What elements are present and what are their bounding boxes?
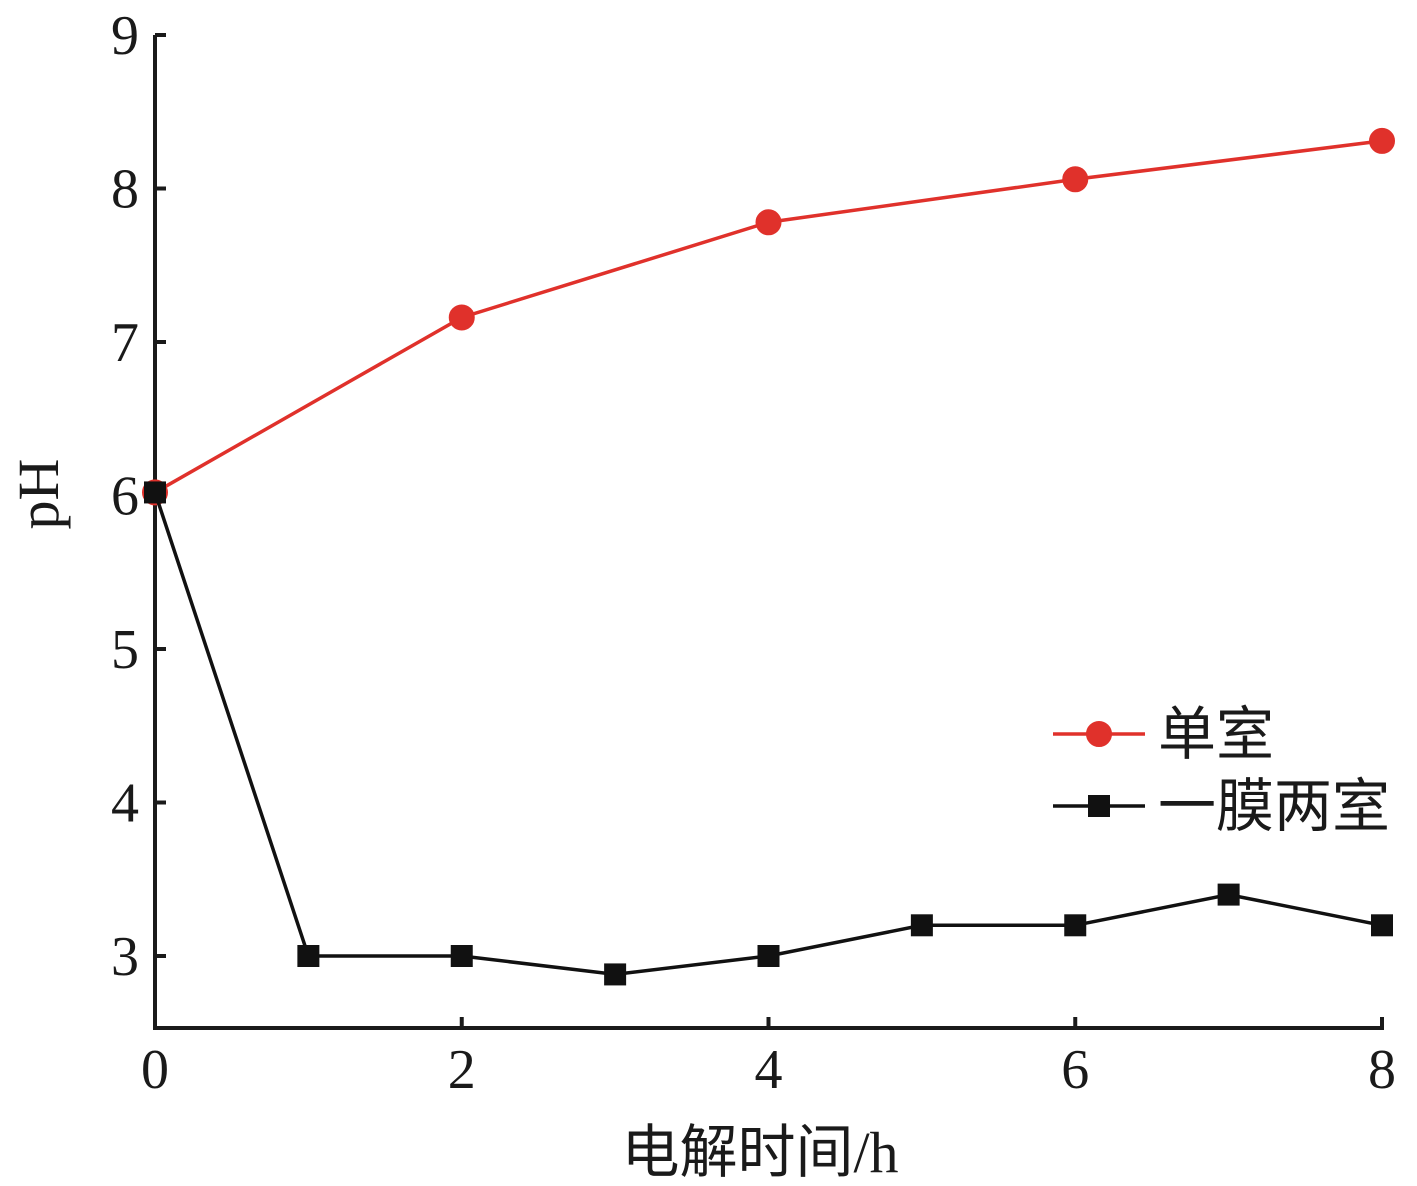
axes: 3 4 5 6 7 8 9 0 2 4 6 8 — [111, 5, 1396, 1101]
y-tick-label-7: 7 — [111, 312, 139, 374]
y-tick-label-6: 6 — [111, 466, 139, 528]
series-1 — [142, 127, 1395, 506]
y-tick-label-8: 8 — [111, 159, 139, 221]
series-2-point-1 — [144, 481, 166, 504]
legend-label-1: 单室 — [1158, 702, 1274, 767]
series-2-point-9 — [1371, 914, 1393, 937]
x-tick-label-2: 2 — [448, 1039, 476, 1101]
series-1-point-5 — [1369, 127, 1395, 154]
x-tick-label-6: 6 — [1061, 1039, 1089, 1101]
series-2-point-5 — [757, 945, 780, 967]
y-tick-label-5: 5 — [111, 619, 139, 681]
series-2-point-4 — [604, 963, 627, 986]
y-tick-label-3: 3 — [111, 926, 139, 988]
series-1-point-3 — [755, 209, 782, 236]
series-2-point-2 — [297, 945, 320, 967]
legend-marker-2 — [1088, 795, 1110, 817]
x-tick-label-8: 8 — [1368, 1039, 1396, 1101]
series-2-point-6 — [910, 914, 933, 937]
series-layer — [142, 127, 1395, 986]
y-tick-label-4: 4 — [111, 773, 139, 835]
x-tick-label-0: 0 — [141, 1039, 169, 1101]
legend-marker-1 — [1086, 721, 1112, 747]
series-2-point-7 — [1064, 914, 1087, 937]
series-2-point-8 — [1217, 883, 1240, 906]
x-axis-label: 电解时间/h — [621, 1120, 898, 1181]
series-1-point-4 — [1062, 166, 1089, 193]
y-tick-label-9: 9 — [111, 5, 139, 67]
series-1-line — [154, 139, 1383, 494]
legend-label-2: 一膜两室 — [1158, 774, 1390, 839]
series-2 — [144, 481, 1393, 986]
x-tick-label-4: 4 — [755, 1039, 783, 1101]
series-2-point-3 — [450, 945, 473, 967]
series-1-point-2 — [448, 304, 475, 331]
y-axis-label: pH — [6, 459, 71, 530]
